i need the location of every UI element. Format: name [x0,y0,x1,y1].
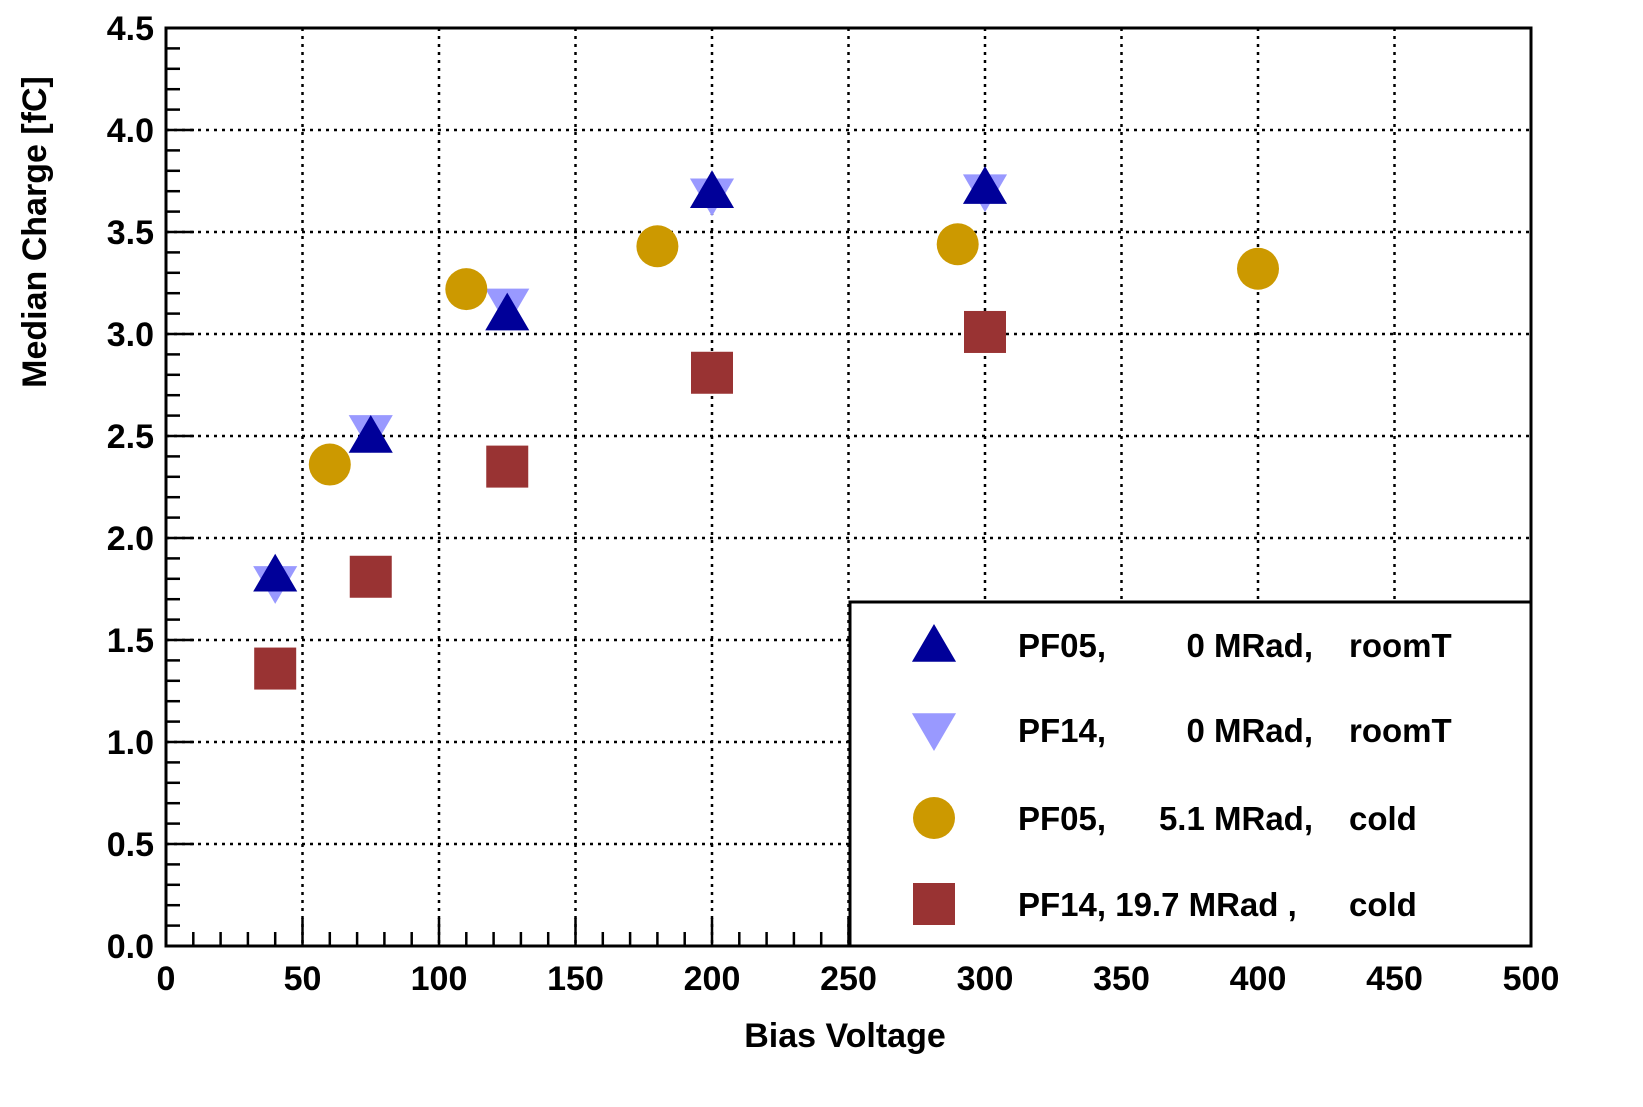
y-tick-label: 0.0 [107,928,154,966]
legend: PF05, 0 MRad, roomT PF14, 0 MRad, roomT PF05, 5… [848,600,1533,948]
x-tick-label: 100 [411,960,468,998]
data-point-circle [445,268,488,311]
y-tick-label: 1.0 [107,724,154,762]
data-point-circle [636,225,679,268]
data-point-triangle-up [348,415,393,453]
x-tick-labels: 0 50 100 150 200 250 300 350 400 450 500 [157,960,1560,998]
data-point-circle [1237,247,1279,290]
data-points [253,166,1279,690]
x-tick-label: 500 [1503,960,1560,998]
legend-box [848,600,1533,948]
legend-entry-label: cold [1349,800,1417,837]
legend-entry-label: PF05, [1018,800,1106,837]
y-tick-label: 0.5 [107,826,154,864]
x-tick-label: 150 [547,960,604,998]
x-tick-label: 400 [1230,960,1287,998]
legend-entry-label: PF05, [1018,627,1106,664]
data-point-square [486,445,529,488]
legend-marker-circle [913,797,955,839]
x-tick-label: 50 [284,960,322,998]
data-point-square [964,310,1006,353]
x-tick-label: 450 [1366,960,1423,998]
y-tick-label: 2.0 [107,520,154,558]
data-point-circle [936,223,979,266]
data-point-triangle-up [962,166,1008,204]
x-tick-label: 300 [957,960,1014,998]
x-tick-label: 0 [157,960,176,998]
legend-marker-triangle-up [911,624,957,662]
legend-marker-triangle-down [911,713,957,751]
legend-entry-label: PF14, 19.7 MRad , [1018,886,1297,923]
y-tick-label: 1.5 [107,622,154,660]
data-point-square [254,647,297,690]
x-tick-label: 250 [820,960,877,998]
data-point-triangle-up [253,553,298,592]
x-tick-label: 200 [684,960,741,998]
data-point-triangle-up [689,170,735,208]
x-axis-title: Bias Voltage [744,1017,946,1055]
y-tick-label: 4.5 [107,10,154,48]
legend-entry-label: PF14, [1018,712,1106,749]
legend-entry-label: cold [1349,886,1417,923]
legend-entry-label: 0 MRad, [1186,712,1313,749]
legend-entry-label: roomT [1349,627,1452,664]
y-tick-label: 2.5 [107,418,154,456]
data-point-square [691,351,733,394]
y-tick-label: 3.5 [107,214,154,252]
data-point-square [349,555,392,598]
legend-entry-label: roomT [1349,712,1452,749]
legend-entry-label: 0 MRad, [1186,627,1313,664]
y-tick-labels: 0.0 0.5 1.0 1.5 2.0 2.5 3.0 3.5 4.0 4.5 [107,10,154,966]
data-point-triangle-up [485,292,530,331]
y-axis-title: Median Charge [fC] [16,76,54,388]
y-tick-label: 4.0 [107,112,154,150]
y-tick-label: 3.0 [107,316,154,354]
legend-entry-label: 5.1 MRad, [1159,800,1313,837]
data-point-circle [308,443,351,486]
legend-marker-square [913,883,955,925]
x-tick-label: 350 [1093,960,1150,998]
